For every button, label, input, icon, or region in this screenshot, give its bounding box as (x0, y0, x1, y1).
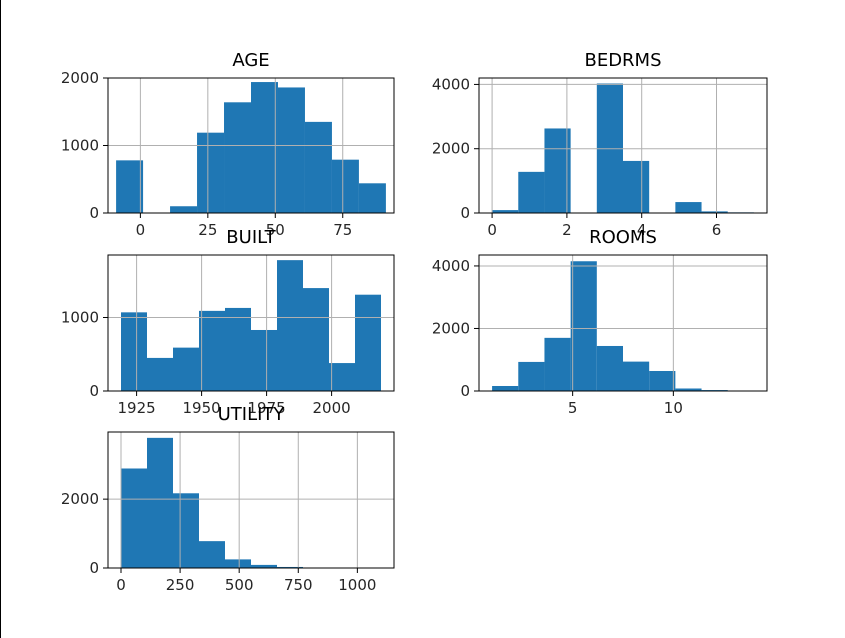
histogram-bar (197, 132, 225, 213)
subplot-rooms: 5 10 0 2000 4000 ROOMS (432, 227, 768, 417)
subplot-title: AGE (232, 50, 269, 71)
histogram-bar (544, 128, 571, 213)
y-tick-label: 2000 (432, 140, 470, 158)
window-left-border (0, 0, 1, 638)
x-tick-label: 50 (266, 221, 285, 239)
x-tick-label: 25 (198, 221, 217, 239)
y-tick-label: 0 (89, 382, 99, 400)
x-tick-label: 75 (333, 221, 352, 239)
histogram-bar (173, 347, 199, 391)
x-tick-label: 4 (637, 221, 647, 239)
histogram-bar (121, 468, 147, 568)
histogram-bar (251, 82, 278, 213)
histogram-bar (518, 361, 545, 391)
histogram-bar (544, 337, 571, 391)
histogram-bar (675, 202, 702, 213)
x-tick-label: 0 (116, 576, 126, 594)
axes-frame (478, 77, 768, 214)
y-tick-label: 0 (460, 204, 470, 222)
histogram-bar (147, 437, 173, 568)
histogram-bar (277, 566, 303, 568)
x-tick-label: 1950 (183, 399, 221, 417)
x-tick-label: 0 (136, 221, 146, 239)
y-tick-label: 4000 (432, 75, 470, 93)
histogram-bar (303, 288, 329, 391)
histogram-bar (596, 345, 623, 391)
x-tick-label: 5 (568, 399, 578, 417)
subplot-bedrms: 0 2 4 6 0 2000 4000 BEDRMS (432, 50, 768, 239)
histogram-bar (225, 559, 251, 568)
y-tick-label: 2000 (61, 69, 99, 87)
y-tick-label: 1000 (61, 308, 99, 326)
histogram-bar (623, 361, 650, 391)
histogram-bar (518, 171, 545, 213)
histogram-bar (121, 312, 147, 391)
axes-frame (107, 254, 395, 392)
x-tick-label: 2000 (313, 399, 351, 417)
histogram-bar (277, 260, 303, 391)
histogram-bar (492, 385, 519, 391)
x-tick-label: 1925 (118, 399, 156, 417)
y-tick-label: 0 (89, 559, 99, 577)
histogram-bar (277, 87, 305, 213)
histogram-bar (147, 357, 173, 391)
y-tick-label: 1000 (61, 137, 99, 155)
y-tick-label: 0 (89, 204, 99, 222)
subplot-title: BEDRMS (584, 50, 661, 71)
subplot-age: 0 25 50 75 0 1000 2000 AGE (61, 50, 395, 239)
histogram-bar (623, 160, 650, 213)
y-tick-label: 4000 (432, 257, 470, 275)
histogram-bar (304, 121, 332, 213)
histogram-bar (675, 388, 702, 391)
histogram-bar (251, 329, 277, 391)
histogram-bar (225, 307, 251, 391)
subplot-title: ROOMS (589, 227, 657, 248)
histogram-bar (199, 541, 225, 568)
x-tick-label: 250 (166, 576, 195, 594)
x-tick-label: 2 (562, 221, 572, 239)
histogram-bar (329, 363, 355, 391)
axes-frame (107, 431, 395, 569)
subplot-built: 1925 1950 1975 2000 0 1000 BUILT (61, 227, 395, 417)
axes-frame (478, 254, 768, 392)
axes-frame (107, 77, 395, 214)
histogram-bar (701, 211, 728, 213)
histogram-bar (492, 210, 519, 213)
histogram-bar (199, 310, 225, 391)
histogram-bar (116, 160, 144, 213)
subplot-utility: 0 250 500 750 1000 0 2000 UTILITY (61, 404, 395, 594)
x-tick-label: 500 (225, 576, 254, 594)
x-tick-label: 1975 (248, 399, 286, 417)
x-tick-label: 10 (664, 399, 683, 417)
histogram-bar (649, 370, 676, 391)
x-tick-label: 1000 (338, 576, 376, 594)
histogram-bar (173, 493, 199, 568)
histogram-bar (355, 294, 381, 391)
subplot-title: UTILITY (218, 404, 286, 425)
histogram-bar (170, 206, 198, 213)
subplot-title: BUILT (226, 227, 276, 248)
x-tick-label: 6 (712, 221, 722, 239)
x-tick-label: 750 (284, 576, 313, 594)
histogram-bar (570, 261, 597, 391)
y-tick-label: 2000 (61, 490, 99, 508)
histogram-bar (224, 102, 251, 213)
y-tick-label: 0 (460, 382, 470, 400)
histogram-bar (358, 183, 386, 213)
x-tick-label: 0 (487, 221, 497, 239)
y-tick-label: 2000 (432, 319, 470, 337)
histogram-bar (331, 159, 359, 213)
histogram-bar (251, 564, 277, 568)
